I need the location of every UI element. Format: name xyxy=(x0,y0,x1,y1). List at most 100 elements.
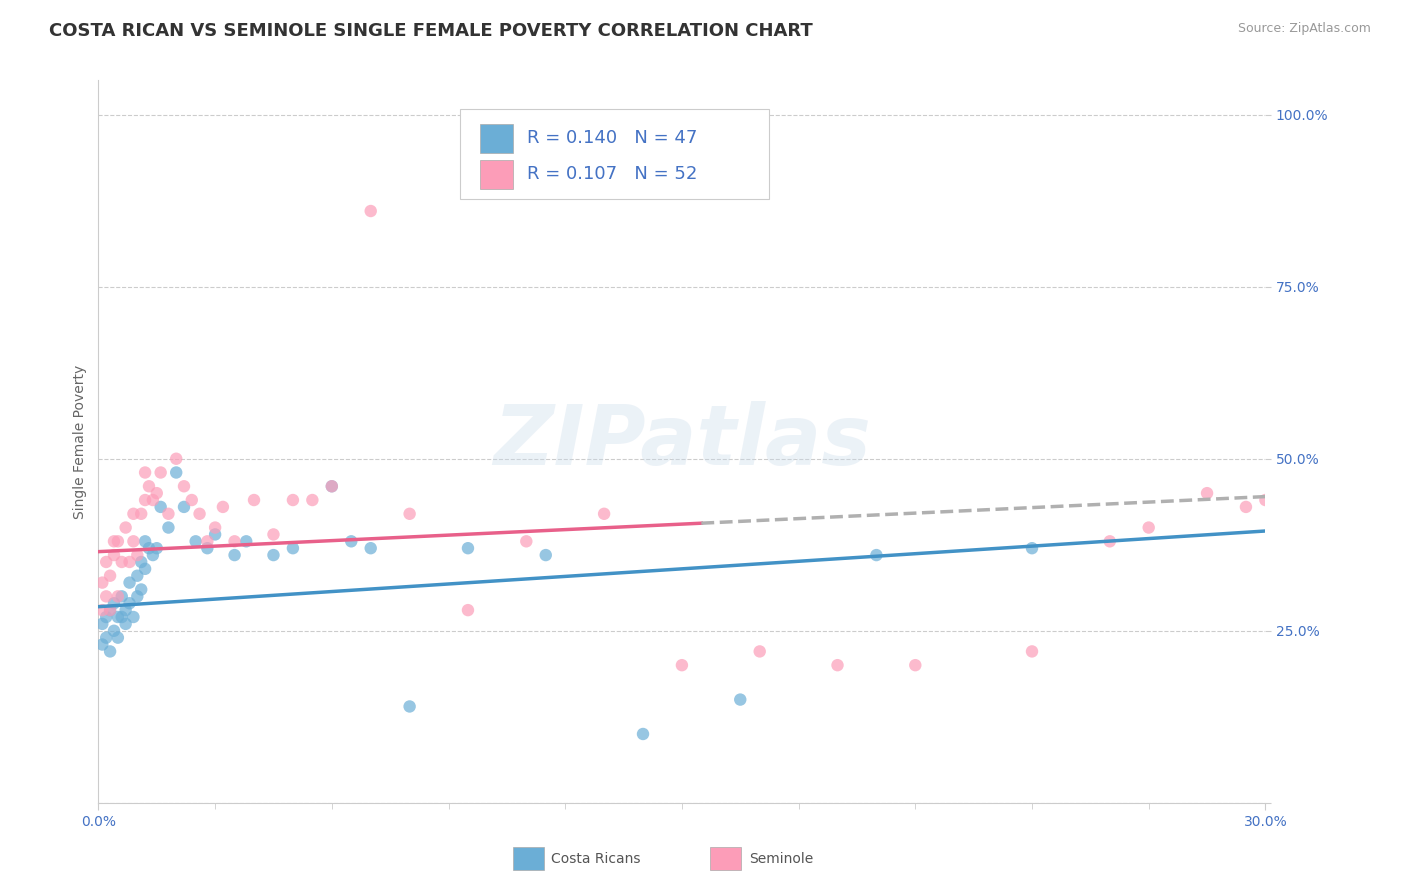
Point xyxy=(631,727,654,741)
Point xyxy=(122,534,145,549)
Point xyxy=(188,507,211,521)
Text: R = 0.107   N = 52: R = 0.107 N = 52 xyxy=(527,165,697,183)
Point xyxy=(127,590,149,604)
Point xyxy=(1254,493,1277,508)
Point xyxy=(865,548,887,562)
Point xyxy=(96,610,118,624)
Point xyxy=(173,500,195,514)
Point xyxy=(107,590,129,604)
Point xyxy=(748,644,770,658)
Point xyxy=(157,520,180,534)
Text: Costa Ricans: Costa Ricans xyxy=(551,852,641,866)
Point xyxy=(91,616,114,631)
Text: Seminole: Seminole xyxy=(749,852,814,866)
Point xyxy=(98,568,121,582)
Point xyxy=(96,590,118,604)
Point xyxy=(111,610,134,624)
Text: Source: ZipAtlas.com: Source: ZipAtlas.com xyxy=(1237,22,1371,36)
Point xyxy=(184,534,207,549)
Point xyxy=(134,493,156,508)
Point xyxy=(1137,520,1160,534)
Point xyxy=(129,555,152,569)
Point xyxy=(173,479,195,493)
FancyBboxPatch shape xyxy=(479,160,513,189)
Point xyxy=(134,534,156,549)
Point xyxy=(1021,644,1043,658)
Point xyxy=(103,548,125,562)
Point xyxy=(138,479,160,493)
Text: ZIPatlas: ZIPatlas xyxy=(494,401,870,482)
Point xyxy=(127,548,149,562)
Point xyxy=(904,658,927,673)
Point xyxy=(91,638,114,652)
Point xyxy=(281,541,304,556)
Point xyxy=(96,631,118,645)
Point xyxy=(457,541,479,556)
Point xyxy=(127,568,149,582)
Point xyxy=(91,603,114,617)
Point xyxy=(671,658,693,673)
Point xyxy=(534,548,557,562)
Point xyxy=(515,534,537,549)
Point xyxy=(398,699,420,714)
Point xyxy=(262,527,284,541)
Point xyxy=(118,555,141,569)
Point xyxy=(96,555,118,569)
Point xyxy=(114,603,136,617)
Point xyxy=(340,534,363,549)
Y-axis label: Single Female Poverty: Single Female Poverty xyxy=(73,365,87,518)
Point xyxy=(103,534,125,549)
Point xyxy=(114,520,136,534)
Point xyxy=(138,541,160,556)
Point xyxy=(157,507,180,521)
Point xyxy=(224,548,246,562)
Point xyxy=(212,500,235,514)
Point xyxy=(111,555,134,569)
Point xyxy=(146,486,169,500)
Point xyxy=(98,603,121,617)
Point xyxy=(114,616,136,631)
Point xyxy=(165,451,187,466)
Point xyxy=(122,507,145,521)
Point xyxy=(129,582,152,597)
Point xyxy=(165,466,187,480)
Text: R = 0.140   N = 47: R = 0.140 N = 47 xyxy=(527,129,697,147)
Point xyxy=(730,692,752,706)
Point xyxy=(134,562,156,576)
Point xyxy=(118,575,141,590)
Point xyxy=(195,534,218,549)
Point xyxy=(149,500,172,514)
Text: COSTA RICAN VS SEMINOLE SINGLE FEMALE POVERTY CORRELATION CHART: COSTA RICAN VS SEMINOLE SINGLE FEMALE PO… xyxy=(49,22,813,40)
Point xyxy=(142,548,165,562)
Point xyxy=(103,596,125,610)
Point xyxy=(235,534,257,549)
Point xyxy=(281,493,304,508)
Point xyxy=(321,479,343,493)
Point xyxy=(107,610,129,624)
Point xyxy=(91,575,114,590)
Point xyxy=(1098,534,1121,549)
Point xyxy=(457,603,479,617)
Point xyxy=(129,507,152,521)
Point xyxy=(204,520,226,534)
Point xyxy=(204,527,226,541)
Point xyxy=(360,541,382,556)
Point xyxy=(98,644,121,658)
Point xyxy=(134,466,156,480)
Point xyxy=(103,624,125,638)
Point xyxy=(1195,486,1218,500)
Point xyxy=(111,590,134,604)
FancyBboxPatch shape xyxy=(479,124,513,153)
Point xyxy=(107,631,129,645)
Point xyxy=(593,507,616,521)
FancyBboxPatch shape xyxy=(460,109,769,200)
Point xyxy=(224,534,246,549)
Point xyxy=(149,466,172,480)
Point xyxy=(146,541,169,556)
Point xyxy=(1234,500,1257,514)
Point xyxy=(180,493,202,508)
Point xyxy=(118,596,141,610)
Point xyxy=(142,493,165,508)
Point xyxy=(398,507,420,521)
Point xyxy=(243,493,266,508)
